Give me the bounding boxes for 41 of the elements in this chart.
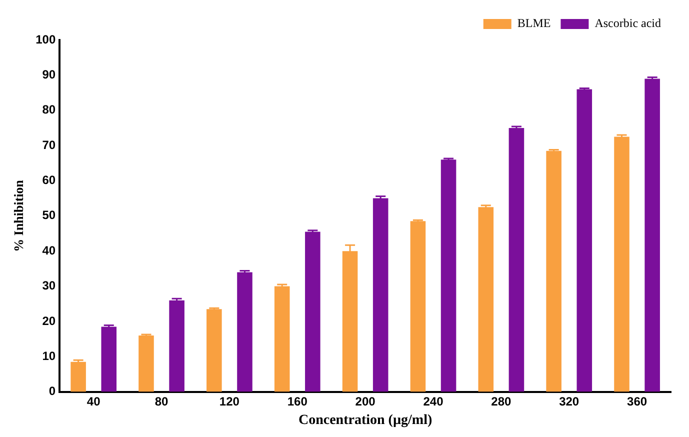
x-tick-label: 360 [627,394,648,408]
bar [372,198,388,392]
y-tick-label: 40 [42,243,56,258]
bar [508,128,524,392]
y-axis-title: % Inhibition [11,179,26,252]
bar [644,78,660,392]
legend-label: BLME [517,16,551,30]
bar [576,89,592,392]
bar [169,300,184,392]
bar [101,326,117,392]
bar [440,160,456,392]
y-tick-label: 100 [36,32,56,46]
bar [274,286,290,392]
x-tick-label: 240 [423,394,444,408]
bar [206,309,222,392]
y-tick-label: 30 [42,278,56,293]
bar [478,207,494,392]
legend-label: Ascorbic acid [594,16,662,30]
y-tick-label: 50 [42,208,56,222]
x-tick-label: 320 [559,394,580,408]
y-tick-label: 20 [42,314,56,328]
x-axis-title: Concentration (µg/ml) [298,413,432,428]
x-tick-label: 80 [154,394,169,408]
y-tick-label: 90 [42,67,56,82]
y-tick-label: 80 [42,102,56,117]
bar [70,362,86,392]
x-tick-label: 160 [287,394,308,408]
x-tick-label: 200 [355,394,376,408]
x-tick-label: 40 [86,394,101,408]
y-tick-label: 70 [42,138,56,152]
bar [546,150,562,392]
x-tick-label: 280 [491,394,512,408]
bar [237,272,252,392]
y-tick-label: 0 [48,384,56,398]
y-tick-label: 60 [42,173,56,188]
y-tick-label: 10 [42,348,56,363]
x-tick-label: 120 [219,394,240,408]
bar [305,232,320,392]
bar [614,136,630,392]
bar [138,336,154,392]
bar [410,221,426,392]
